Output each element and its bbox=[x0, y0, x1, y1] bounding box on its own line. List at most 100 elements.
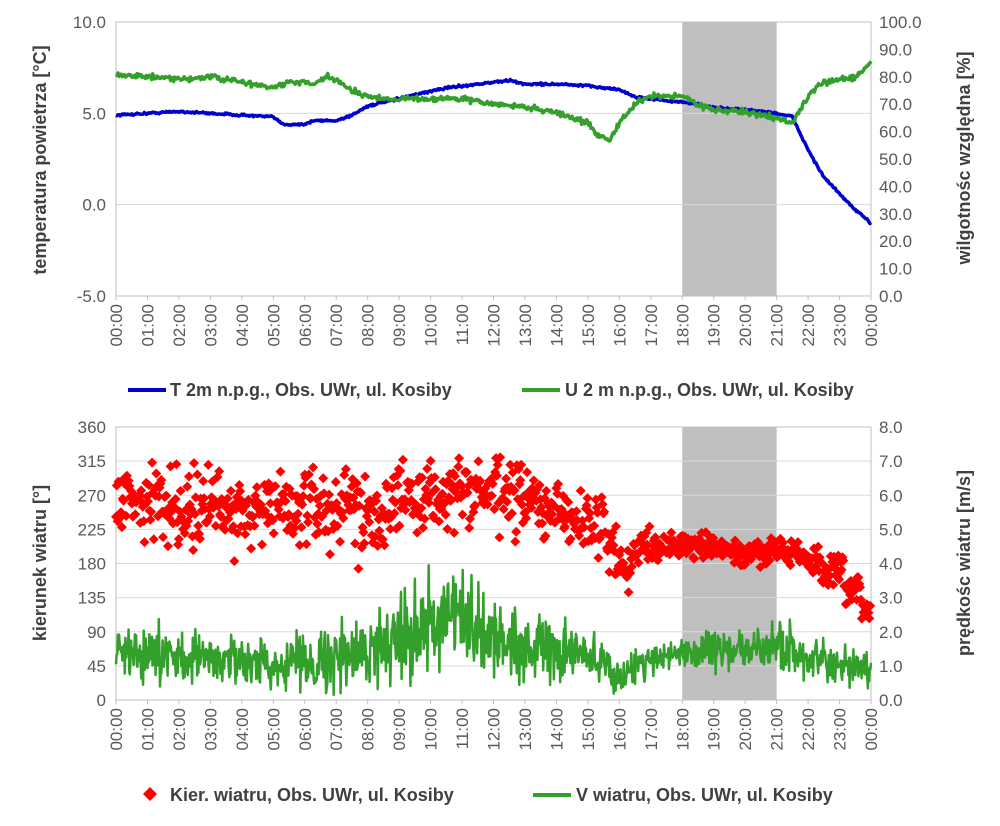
wind-direction-point bbox=[198, 476, 209, 487]
wind-direction-point bbox=[853, 572, 864, 583]
wind-direction-point bbox=[170, 494, 181, 504]
wind-direction-point bbox=[205, 511, 215, 522]
wind-direction-point bbox=[563, 497, 574, 508]
x-tick-label: 12:00 bbox=[485, 708, 504, 751]
wind-direction-point bbox=[161, 490, 172, 501]
wind-direction-point bbox=[392, 480, 403, 491]
y-axis-title: kierunek wiatru [°] bbox=[30, 485, 50, 641]
x-tick-label: 14:00 bbox=[547, 708, 566, 751]
y2-tick-label: 100.0 bbox=[879, 13, 922, 32]
wind-direction-point bbox=[312, 519, 323, 529]
wind-direction-point bbox=[210, 520, 221, 531]
wind-direction-point bbox=[351, 478, 362, 489]
wind-direction-point bbox=[813, 541, 824, 552]
wind-direction-point bbox=[417, 472, 428, 483]
x-tick-label: 06:00 bbox=[296, 304, 315, 347]
y-tick-label: 360 bbox=[78, 418, 106, 437]
wind-direction-point bbox=[275, 466, 286, 477]
y2-tick-label: 60.0 bbox=[879, 123, 912, 142]
wind-direction-point bbox=[358, 527, 369, 538]
wind-direction-point bbox=[418, 522, 428, 533]
y-tick-label: 135 bbox=[78, 589, 106, 608]
y2-tick-label: 90.0 bbox=[879, 40, 912, 59]
wind-direction-point bbox=[359, 538, 370, 549]
wind-direction-point bbox=[182, 481, 193, 492]
wind-direction-point bbox=[434, 516, 444, 527]
y-tick-label: 90 bbox=[87, 623, 106, 642]
wind-direction-point bbox=[746, 554, 756, 565]
x-tick-label: 18:00 bbox=[673, 708, 692, 751]
wind-direction-point bbox=[461, 467, 472, 477]
wind-direction-point bbox=[130, 509, 141, 520]
wind-direction-point bbox=[305, 493, 316, 504]
wind-direction-point bbox=[298, 480, 309, 491]
wind-direction-point bbox=[301, 539, 312, 550]
x-tick-label: 17:00 bbox=[642, 708, 661, 751]
wind-direction-point bbox=[836, 564, 847, 575]
x-tick-label: 09:00 bbox=[390, 708, 409, 751]
wind-direction-point bbox=[855, 582, 866, 593]
wind-direction-point bbox=[353, 563, 364, 574]
wind-direction-point bbox=[420, 483, 431, 494]
y-tick-label: 0.0 bbox=[82, 196, 106, 215]
wind-direction-point bbox=[308, 462, 319, 473]
temperature-humidity-panel: 10.0 5.0 0.0 -5.0 100.0 90.0 80.0 70.0 60.0 50.0… bbox=[30, 13, 974, 400]
y2-axis-ticks: 100.0 90.0 80.0 70.0 60.0 50.0 40.0 30.0 20.0 10.… bbox=[879, 13, 922, 306]
x-tick-label: 23:00 bbox=[831, 708, 850, 751]
y2-tick-label: 40.0 bbox=[879, 177, 912, 196]
y2-tick-label: 5.0 bbox=[879, 520, 903, 539]
legend-label-wind-speed: V wiatru, Obs. UWr, ul. Kosiby bbox=[576, 785, 833, 805]
wind-direction-point bbox=[462, 487, 473, 498]
wind-direction-point bbox=[314, 500, 325, 511]
legend-label-humidity: U 2 m n.p.g., Obs. UWr, ul. Kosiby bbox=[565, 380, 854, 400]
wind-direction-point bbox=[489, 504, 500, 515]
wind-direction-point bbox=[394, 520, 405, 531]
wind-direction-point bbox=[199, 493, 210, 504]
x-tick-label: 13:00 bbox=[516, 304, 535, 347]
wind-direction-point bbox=[296, 522, 307, 533]
wind-direction-point bbox=[507, 508, 517, 519]
x-tick-label: 12:00 bbox=[485, 304, 504, 347]
x-tick-label: 20:00 bbox=[736, 304, 755, 347]
wind-direction-point bbox=[597, 499, 608, 510]
wind-direction-point bbox=[486, 490, 497, 501]
x-tick-label: 08:00 bbox=[359, 304, 378, 347]
y2-tick-label: 10.0 bbox=[879, 260, 912, 279]
wind-direction-point bbox=[528, 475, 539, 486]
wind-direction-point bbox=[273, 504, 284, 515]
y2-tick-label: 0.0 bbox=[879, 691, 903, 710]
y-tick-label: 180 bbox=[78, 555, 106, 574]
wind-direction-point bbox=[268, 528, 279, 539]
y-tick-label: 225 bbox=[78, 520, 106, 539]
wind-direction-point bbox=[644, 521, 655, 532]
wind-direction-point bbox=[537, 518, 548, 529]
wind-direction-point bbox=[335, 536, 345, 547]
x-tick-label: 14:00 bbox=[547, 304, 566, 347]
wind-direction-point bbox=[163, 541, 173, 552]
wind-direction-point bbox=[214, 466, 225, 477]
wind-direction-point bbox=[491, 470, 502, 481]
x-tick-label: 10:00 bbox=[422, 304, 441, 347]
wind-direction-point bbox=[505, 459, 516, 470]
x-tick-label: 10:00 bbox=[422, 708, 441, 751]
x-tick-label: 22:00 bbox=[799, 304, 818, 347]
wind-direction-point bbox=[565, 533, 576, 544]
x-tick-label: 13:00 bbox=[516, 708, 535, 751]
wind-direction-point bbox=[395, 465, 406, 476]
wind-direction-point bbox=[280, 496, 291, 507]
wind-direction-point bbox=[232, 528, 243, 539]
wind-direction-point bbox=[509, 485, 520, 496]
wind-direction-point bbox=[453, 461, 464, 472]
x-tick-label: 15:00 bbox=[579, 304, 598, 347]
y2-axis-title: wilgotnośc względna [%] bbox=[954, 51, 974, 265]
wind-direction-point bbox=[257, 539, 267, 550]
wind-direction-point bbox=[234, 480, 245, 490]
wind-direction-point bbox=[585, 508, 595, 518]
wind-direction-point bbox=[146, 506, 157, 517]
wind-direction-point bbox=[203, 459, 214, 470]
wind-direction-point bbox=[608, 540, 619, 551]
y2-axis-title: prędkośc wiatru [m/s] bbox=[954, 470, 974, 656]
wind-direction-point bbox=[340, 464, 351, 475]
wind-direction-point bbox=[240, 529, 251, 540]
x-tick-label: 16:00 bbox=[610, 304, 629, 347]
